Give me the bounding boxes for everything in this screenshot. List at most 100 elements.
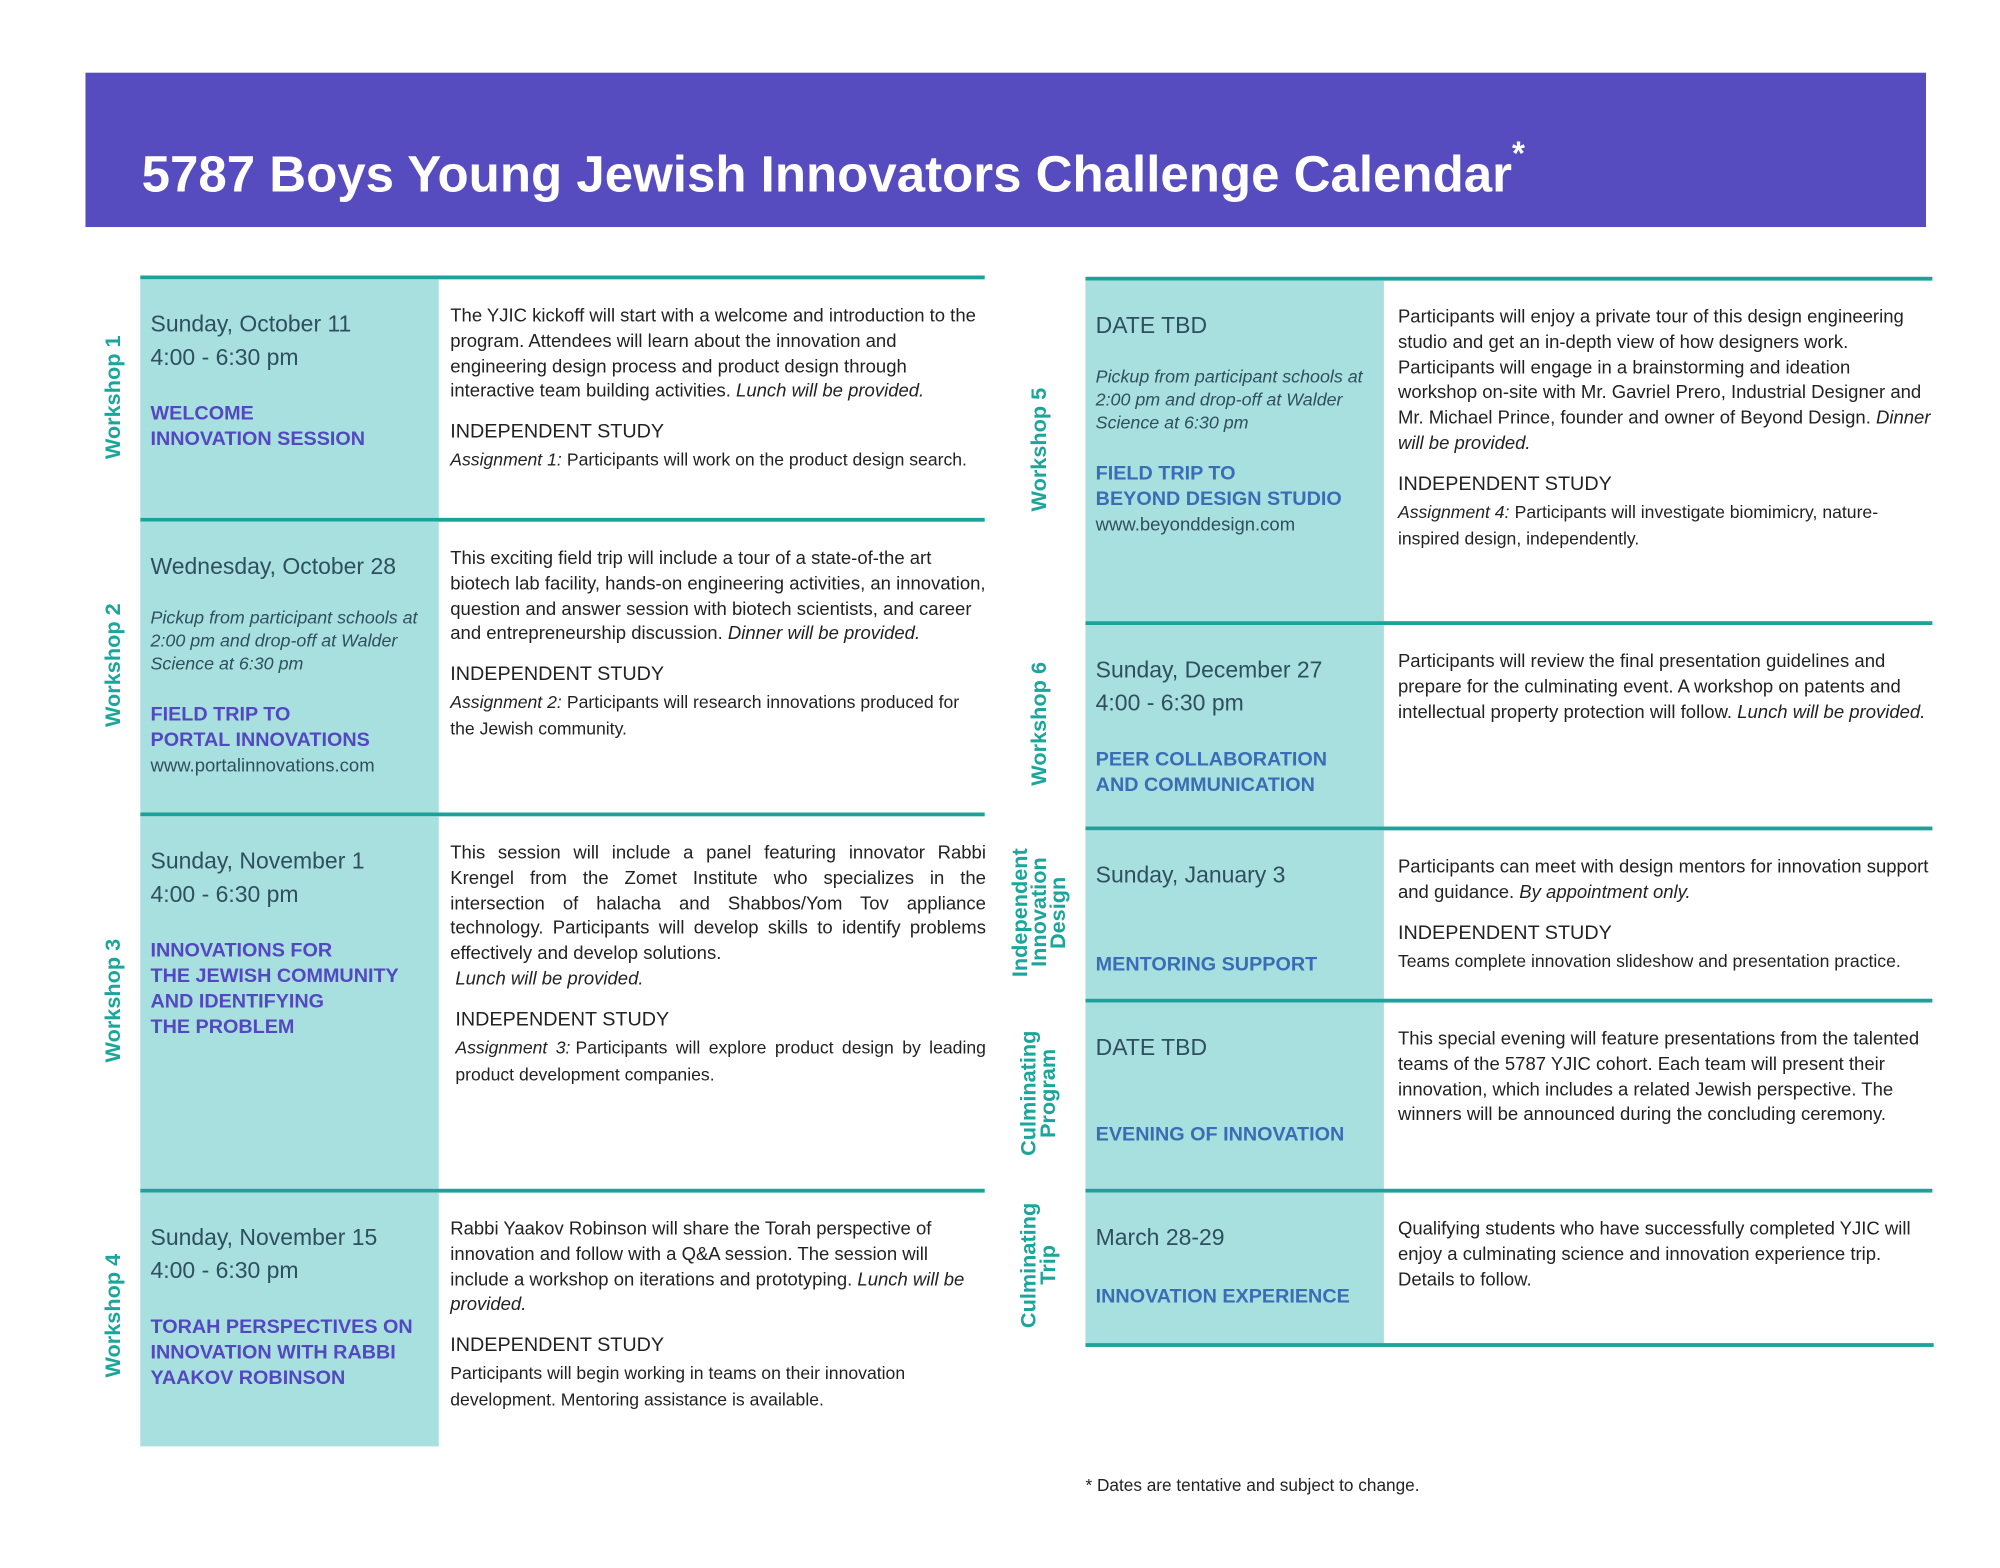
assignment: Participants will begin working in teams…	[450, 1360, 986, 1414]
label-line: Workshop 1	[100, 334, 125, 459]
session-box: DATE TBD EVENING OF INNOVATION	[1085, 1002, 1384, 1189]
date-line: 4:00 - 6:30 pm	[150, 881, 299, 907]
title-line: AND COMMUNICATION	[1095, 774, 1315, 796]
session-box: Sunday, November 15 4:00 - 6:30 pm TORAH P…	[140, 1192, 439, 1447]
assignment: Assignment 3: Participants will explore p…	[450, 1034, 986, 1088]
entry-row: Sunday, January 3 MENTORING SUPPORT Partic…	[1085, 826, 1933, 1003]
description: Participants can meet with design mentor…	[1398, 830, 1949, 974]
description: Participants will review the final prese…	[1398, 625, 1934, 726]
date: Sunday, November 15 4:00 - 6:30 pm	[151, 1221, 429, 1287]
title-text: 5787 Boys Young Jewish Innovators Challe…	[141, 146, 1512, 203]
rule	[1085, 1343, 1934, 1347]
description-note: By appointment only.	[1519, 882, 1691, 903]
session-box: Sunday, November 1 4:00 - 6:30 pm INNOVATI…	[140, 816, 439, 1189]
title-line: THE JEWISH COMMUNITY	[150, 965, 399, 988]
label-line: Workshop 5	[1026, 387, 1051, 511]
assignment-text: Participants will research innovations p…	[450, 692, 960, 739]
assignment: Teams complete innovation slideshow and …	[1398, 947, 1949, 974]
session-box: DATE TBD Pickup from participant schools …	[1085, 280, 1384, 622]
entry-label: Culminating Trip	[1010, 1189, 1066, 1343]
description-note: Lunch will be provided.	[736, 381, 925, 403]
study-heading: INDEPENDENT STUDY	[450, 421, 665, 443]
description-text: This special evening will feature presen…	[1398, 1028, 1934, 1129]
url: www.beyonddesign.com	[1095, 515, 1296, 536]
entry-label: Workshop 3	[84, 812, 140, 1188]
description-text: Rabbi Yaakov Robinson will share the Tor…	[450, 1218, 986, 1319]
entry-label: Culminating Program	[1010, 999, 1066, 1189]
assignment-label: Assignment 3:	[455, 1037, 571, 1058]
description-body: This exciting field trip will include a …	[450, 548, 986, 645]
description-text: The YJIC kickoff will start with a welco…	[450, 305, 986, 406]
session-title: FIELD TRIP TO PORTAL INNOVATIONS	[151, 703, 429, 754]
label-line: Workshop 6	[1026, 661, 1051, 786]
description-text: Participants can meet with design mentor…	[1398, 856, 1949, 907]
description-note: Dinner will be provided.	[1397, 408, 1931, 455]
date-line: Sunday, November 15	[150, 1224, 378, 1250]
entry-row: Sunday, November 1 4:00 - 6:30 pm INNOVATI…	[140, 812, 986, 1192]
session-box: Sunday, December 27 4:00 - 6:30 pm PEER CO…	[1085, 624, 1384, 827]
session-title: INNOVATION EXPERIENCE	[1096, 1284, 1374, 1310]
description: Qualifying students who have successfull…	[1398, 1193, 1934, 1294]
description-text: Participants will enjoy a private tour o…	[1398, 306, 1934, 458]
assignment-text: Participants will investigate biomimicry…	[1397, 502, 1879, 549]
url: www.portalinnovations.com	[150, 756, 375, 777]
title-line: INNOVATION EXPERIENCE	[1095, 1285, 1350, 1308]
session-box: Sunday, October 11 4:00 - 6:30 pm WELCOME I…	[140, 279, 439, 518]
description-note: Lunch will be provided.	[455, 969, 644, 990]
label-text: Culminating Trip	[1017, 1203, 1060, 1328]
description-note: Dinner will be provided.	[727, 624, 921, 645]
session-title: INNOVATIONS FOR THE JEWISH COMMUNITY AND I…	[151, 939, 429, 1041]
label-text: Independent Innovation Design	[1007, 848, 1070, 977]
title-line: INNOVATION WITH RABBI	[150, 1341, 396, 1364]
date: Sunday, January 3	[1096, 858, 1374, 891]
label-text: Workshop 6	[1026, 661, 1051, 786]
entry-label: Independent Innovation Design	[1007, 827, 1070, 999]
assignment-text: Participants will begin working in teams…	[450, 1363, 906, 1410]
label-text: Workshop 2	[100, 603, 125, 728]
entry-label: Workshop 2	[84, 518, 140, 813]
title-line: PEER COLLABORATION	[1095, 748, 1328, 771]
date-line: 4:00 - 6:30 pm	[1095, 690, 1244, 716]
study-heading: INDEPENDENT STUDY	[450, 663, 665, 686]
date-line: 4:00 - 6:30 pm	[150, 1257, 299, 1284]
pickup-note: Pickup from participant schools at 2:00 …	[1095, 366, 1363, 433]
session-box: Sunday, January 3 MENTORING SUPPORT	[1085, 830, 1384, 999]
label-line: Workshop 3	[100, 938, 125, 1063]
date-line: March 28-29	[1095, 1224, 1225, 1250]
assignment-text: Participants will explore product design…	[455, 1037, 986, 1084]
description-body: The YJIC kickoff will start with a welco…	[450, 306, 976, 403]
study-heading: INDEPENDENT STUDY	[1397, 921, 1612, 944]
label-text: Culminating Program	[1017, 1031, 1060, 1156]
session-title: MENTORING SUPPORT	[1096, 953, 1374, 979]
assignment: Assignment 2: Participants will research …	[450, 689, 986, 743]
session-title: TORAH PERSPECTIVES ON INNOVATION WITH RAB…	[151, 1315, 429, 1392]
description-text: This exciting field trip will include a …	[450, 547, 986, 648]
assignment-label: Assignment 1:	[450, 450, 562, 470]
title: 5787 Boys Young Jewish Innovators Challe…	[141, 134, 1525, 204]
assignment-label: Assignment 4:	[1397, 502, 1510, 522]
description-note: Lunch will be provided.	[1737, 702, 1926, 723]
description-body: Rabbi Yaakov Robinson will share the Tor…	[450, 1219, 932, 1291]
date: Sunday, December 27 4:00 - 6:30 pm	[1096, 653, 1374, 719]
description: Participants will enjoy a private tour o…	[1398, 281, 1934, 552]
date: DATE TBD	[1096, 1031, 1374, 1064]
date: Sunday, November 1 4:00 - 6:30 pm	[151, 844, 429, 910]
label-text: Workshop 3	[100, 938, 125, 1063]
title-line: WELCOME	[150, 403, 254, 425]
assignment-text: Teams complete innovation slideshow and …	[1397, 951, 1901, 971]
description-body: Participants will enjoy a private tour o…	[1397, 307, 1922, 429]
title-mark: *	[1511, 133, 1525, 173]
label-line: Workshop 2	[100, 603, 125, 728]
title-line: FIELD TRIP TO	[1095, 463, 1236, 485]
entry-row: DATE TBD Pickup from participant schools …	[1085, 276, 1934, 625]
entry-row: Sunday, October 11 4:00 - 6:30 pm WELCOME I…	[140, 275, 986, 522]
assignment-text: Participants will work on the product de…	[566, 450, 967, 470]
study-heading: INDEPENDENT STUDY	[450, 1334, 665, 1357]
description-note: Lunch will be provided.	[450, 1269, 965, 1316]
title-line: THE PROBLEM	[150, 1016, 295, 1039]
entry-row: Wednesday, October 28 Pickup from partici…	[140, 517, 986, 816]
footnote: * Dates are tentative and subject to cha…	[1085, 1475, 1420, 1495]
session-title: PEER COLLABORATION AND COMMUNICATION	[1096, 747, 1374, 798]
